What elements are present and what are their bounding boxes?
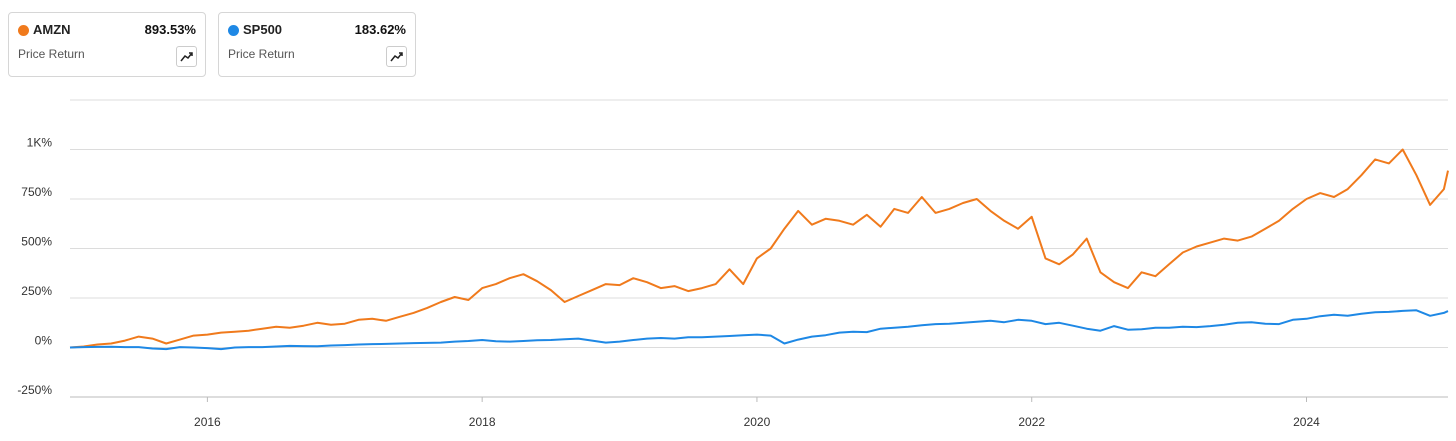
x-tick-label: 2022 — [1018, 415, 1045, 429]
chart-type-button[interactable] — [176, 46, 197, 67]
legend-change: 183.62% — [354, 22, 406, 37]
series-line — [69, 148, 1449, 349]
y-tick-label: 1K% — [27, 136, 53, 150]
legend-subtitle: Price Return — [18, 47, 85, 61]
legend-change: 893.53% — [144, 22, 196, 37]
trend-icon — [390, 52, 403, 62]
x-tick-label: 2020 — [744, 415, 771, 429]
legend-card: SP500 183.62% Price Return — [218, 12, 416, 77]
legend-card: AMZN 893.53% Price Return — [8, 12, 206, 77]
x-tick-label: 2018 — [469, 415, 496, 429]
x-tick-label: 2016 — [194, 415, 221, 429]
x-tick-label: 2024 — [1293, 415, 1320, 429]
y-tick-label: 500% — [21, 235, 52, 249]
chart-type-button[interactable] — [386, 46, 407, 67]
trend-icon — [180, 52, 193, 62]
legend-name: SP500 — [243, 22, 283, 37]
legend-name: AMZN — [33, 22, 71, 37]
y-tick-label: -250% — [17, 383, 52, 397]
legend-swatch — [18, 25, 29, 36]
legend-subtitle: Price Return — [228, 47, 295, 61]
y-tick-label: 250% — [21, 284, 52, 298]
y-tick-label: 750% — [21, 185, 52, 199]
legend-swatch — [228, 25, 239, 36]
y-tick-label: 0% — [35, 334, 53, 348]
series-line — [69, 309, 1449, 351]
